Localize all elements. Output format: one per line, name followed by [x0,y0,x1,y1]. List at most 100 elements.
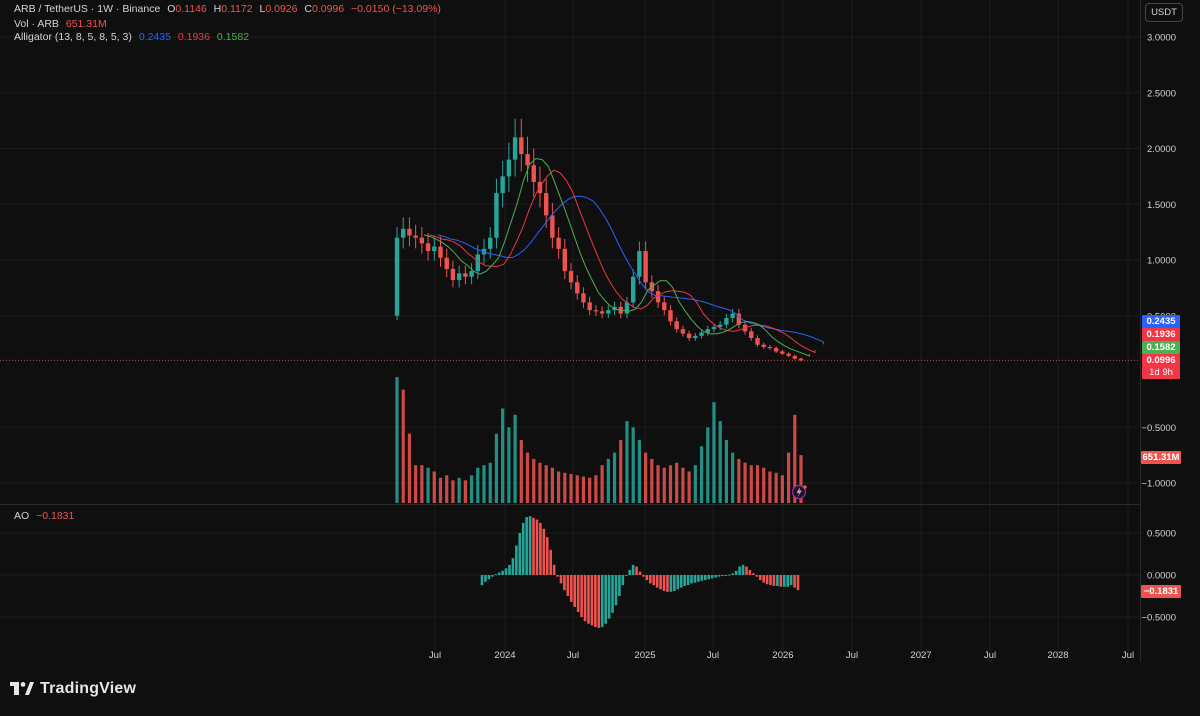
symbol-legend[interactable]: ARB / TetherUS · 1W · Binance O0.1146 H 0… [14,3,445,15]
open-value: 0.1146 [175,3,207,15]
candle-body [767,346,773,349]
candle-body [736,313,742,325]
candle-body [662,302,667,311]
candle-body [680,329,686,334]
candle-body [438,246,443,258]
volume-bar [644,452,648,503]
volume-bar [606,458,610,503]
brand-name: TradingView [40,680,137,697]
price-tick-label: −0.5000 [1141,423,1176,434]
volume-bar [687,471,691,503]
open-label: O [167,3,176,15]
ao-bar [662,575,666,591]
ao-bar [542,528,546,575]
candle-body [444,257,449,269]
volume-bar [457,477,461,503]
candle-body [711,326,717,330]
volume-bar [637,440,641,503]
volume-bar [588,477,592,503]
volume-bar [445,475,449,503]
volume-bar [786,452,791,503]
candle-body [643,251,648,283]
ao-bar [645,575,649,581]
alligator-legend[interactable]: Alligator (13, 8, 5, 8, 5, 3) 0.2435 0.1… [14,31,253,43]
ao-bar [686,575,690,586]
tradingview-logo[interactable]: TradingView [10,680,136,698]
volume-bar [625,421,629,503]
pane-separator[interactable] [0,504,1140,505]
ao-value: −0.1831 [36,510,75,522]
price-badge: 0.0996 [1142,354,1180,367]
volume-bar [718,421,722,503]
price-tick-label: 2.0000 [1147,144,1176,155]
ao-bar [566,575,570,596]
candle-body [407,228,412,236]
volume-bar [768,471,772,503]
candle-body [425,243,431,252]
ao-bar [666,575,669,592]
volume-bar [476,467,480,503]
ao-bar [786,575,789,587]
candle-body [556,237,561,249]
ao-bar [621,575,625,586]
candle-body [519,137,524,155]
candle-body [718,324,723,327]
volume-bar [774,472,778,503]
ao-bar [508,564,511,575]
candle-body [686,333,692,339]
low-value: 0.0926 [265,3,298,15]
ao-bar [497,572,501,575]
ao-bar [635,566,638,575]
high-label: H [213,3,222,15]
volume-bar [731,452,735,503]
volume-bar [513,414,517,503]
volume-bar [755,465,760,503]
ao-bar [611,575,614,613]
symbol-title[interactable]: ARB / TetherUS · 1W · Binance [14,3,161,15]
ao-bar [535,519,539,575]
event-dot [803,485,807,489]
time-tick-label: 2028 [1047,650,1068,661]
volume-bar [544,465,548,503]
volume-bar [432,471,436,503]
price-tick-label: 1.0000 [1147,256,1176,267]
candle-body [543,193,549,216]
ao-bar [679,575,683,588]
candle-body [463,273,468,277]
ao-legend[interactable]: AO −0.1831 [14,510,78,522]
volume-bar [488,462,492,503]
currency-button[interactable]: USDT [1145,3,1183,22]
candle-body [581,293,586,303]
candle-body [593,310,599,312]
alligator-teeth-value: 0.1936 [177,31,210,43]
ao-bar [697,575,700,582]
candle-body [575,282,580,294]
ao-tick-label: 0.0000 [1147,571,1176,582]
ao-bar [480,575,484,586]
candle-body [655,291,661,303]
volume-bar [507,427,511,503]
ao-bar [573,575,577,607]
lips-badge: 0.1582 [1142,341,1180,354]
ao-tick-label: −0.5000 [1141,613,1176,624]
candle-body [668,310,673,322]
candle-body [637,251,642,277]
volume-legend[interactable]: Vol · ARB 651.31M [14,18,111,30]
ao-bar [501,570,504,575]
volume-bar [600,465,604,503]
alligator-lips-value: 0.1582 [216,31,250,43]
volume-bar [469,475,474,503]
time-tick-label: Jul [846,650,858,661]
candle-body [792,355,797,359]
time-tick-label: 2027 [910,650,931,661]
ao-bar [545,537,549,575]
candle-body [730,313,735,318]
ao-bar [649,575,652,584]
ao-bar [748,569,752,575]
volume-bar [706,427,710,503]
ao-bar [772,575,776,586]
candle-body [705,329,710,333]
price-tick-label: 1.5000 [1147,200,1176,211]
